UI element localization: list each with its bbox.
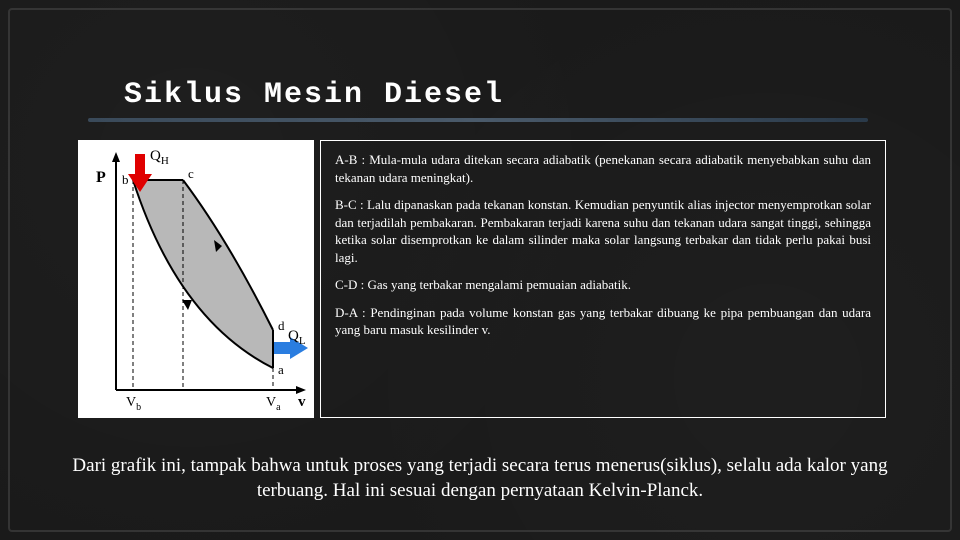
point-d-label: d	[278, 318, 285, 333]
slide-title: Siklus Mesin Diesel	[124, 78, 504, 112]
pv-diagram-svg: b c d a P v QH QL Vb Va	[78, 140, 314, 418]
va-tick: Va	[266, 395, 281, 413]
x-axis-arrow	[296, 386, 306, 394]
title-underline	[88, 118, 868, 122]
qh-label: QH	[150, 148, 169, 167]
description-box: A-B : Mula-mula udara ditekan secara adi…	[320, 140, 886, 418]
vb-tick: Vb	[126, 395, 141, 413]
content-row: b c d a P v QH QL Vb Va A-B : Mula-mul	[78, 140, 886, 418]
point-b-label: b	[122, 172, 129, 187]
y-axis-label: P	[96, 169, 106, 186]
para-da: D-A : Pendinginan pada volume konstan ga…	[335, 304, 871, 339]
para-cd: C-D : Gas yang terbakar mengalami pemuai…	[335, 276, 871, 294]
point-c-label: c	[188, 166, 194, 181]
pv-diagram: b c d a P v QH QL Vb Va	[78, 140, 314, 418]
para-ab: A-B : Mula-mula udara ditekan secara adi…	[335, 151, 871, 186]
x-axis-label: v	[298, 394, 306, 410]
point-a-label: a	[278, 362, 284, 377]
para-bc: B-C : Lalu dipanaskan pada tekanan konst…	[335, 196, 871, 266]
bottom-summary: Dari grafik ini, tampak bahwa untuk pros…	[70, 454, 890, 503]
y-axis-arrow	[112, 152, 120, 162]
